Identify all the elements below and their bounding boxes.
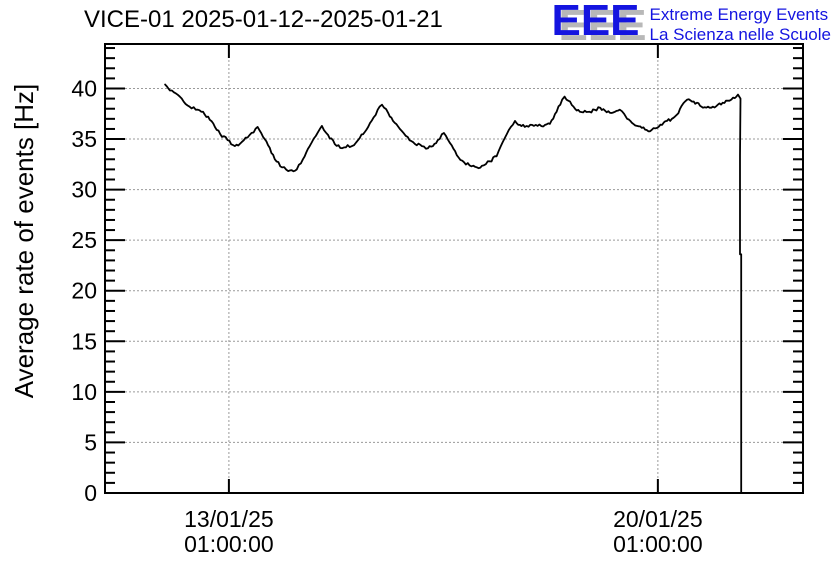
y-tick-label: 25 [71,227,97,253]
y-tick-label: 40 [71,75,97,101]
y-tick-label: 20 [71,278,97,304]
eee-logo-subtitle-line1: Extreme Energy Events [649,5,829,24]
eee-logo-acronym: EEE [551,0,640,45]
eee-logo: EEE Extreme Energy Events La Scienza nel… [551,0,831,46]
y-tick-label: 5 [84,429,97,455]
y-tick-label: 30 [71,177,97,203]
x-tick-label: 20/01/25 01:00:00 [613,506,703,557]
y-tick-label: 35 [71,126,97,152]
eee-logo-subtitle-line2: La Scienza nelle Scuole [649,25,831,45]
y-tick-label: 10 [71,379,97,405]
y-tick-label: 0 [84,480,97,506]
eee-logo-subtitle: Extreme Energy Events La Scienza nelle S… [650,1,831,46]
rate-curve [164,83,743,494]
y-tick-label: 15 [71,328,97,354]
chart-title: VICE-01 2025-01-12--2025-01-21 [84,6,443,33]
x-tick-label: 13/01/25 01:00:00 [184,506,274,557]
plot-frame [104,43,804,494]
